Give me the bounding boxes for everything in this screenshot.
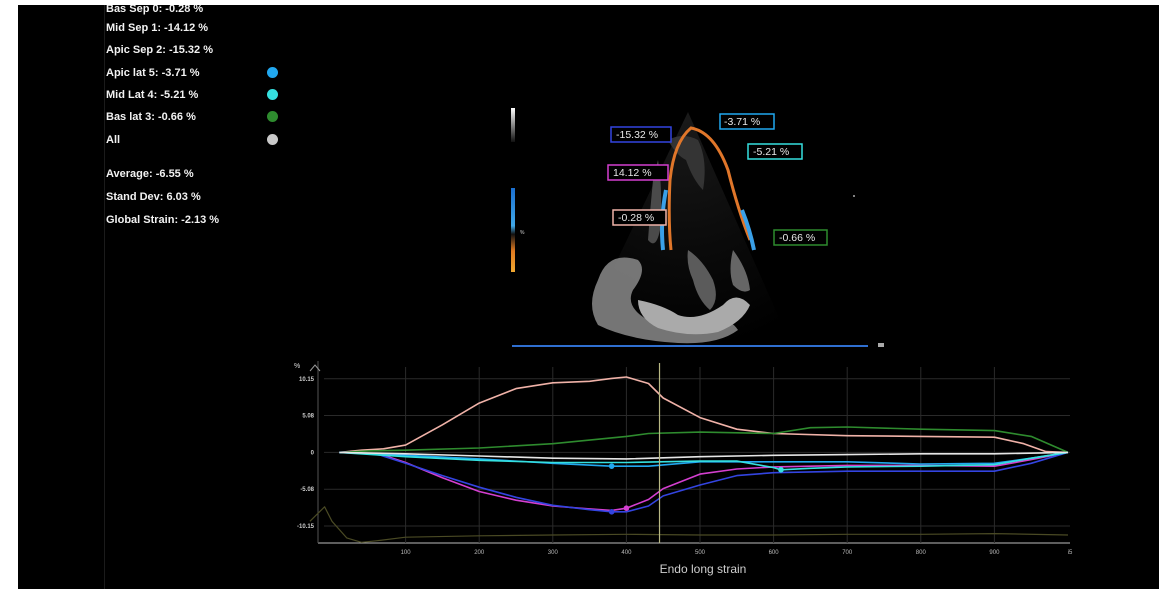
- chevron-up-icon[interactable]: [309, 364, 321, 372]
- x-tick-label: 400: [621, 550, 632, 556]
- svg-text:-5.21 %: -5.21 %: [753, 146, 789, 158]
- segment-row-mid-sep[interactable]: Mid Sep 1: -14.12 %: [106, 19, 296, 37]
- echo-label-bas-lat: -0.66 %: [773, 229, 828, 246]
- x-tick-label: 900: [989, 550, 1000, 556]
- echo-label-bas-sep: -0.28 %: [612, 209, 667, 226]
- lv-contour-upper: [667, 126, 752, 251]
- x-tick-label: 500: [695, 550, 706, 556]
- echo-scale-mark: [878, 343, 884, 347]
- x-tick-label: 800: [916, 550, 927, 556]
- series-line: [309, 506, 1069, 543]
- application-frame: Bas Sep 0: -0.28 % Mid Sep 1: -14.12 % A…: [18, 5, 1159, 589]
- y-tick-label: 10.15: [299, 377, 315, 383]
- x-tick-label: 200: [474, 550, 485, 556]
- series-marker: [608, 463, 615, 469]
- global-strain-stat: Global Strain: -2.13 %: [106, 214, 220, 226]
- series-marker: [623, 505, 630, 511]
- x-tick-label: 100: [401, 550, 412, 556]
- strain-chart: 100 200 300 400 500 600 700 800 900 i5 10.15 5.08 0 -…: [294, 361, 1073, 576]
- stand-dev-stat: Stand Dev: 6.03 %: [106, 191, 201, 203]
- x-tick-label: 600: [769, 550, 780, 556]
- chart-grid: [317, 361, 1070, 544]
- lv-contour-lateral: [740, 209, 756, 251]
- svg-text:-0.66 %: -0.66 %: [779, 232, 815, 244]
- svg-text:-3.71 %: -3.71 %: [724, 116, 760, 128]
- segment-color-dot-icon: [267, 134, 278, 145]
- segment-row-mid-lat[interactable]: Mid Lat 4: -5.21 %: [106, 86, 296, 104]
- series-line: [339, 451, 1069, 471]
- echo-label-mid-lat: -5.21 %: [747, 143, 803, 160]
- x-tick-label: 300: [548, 550, 559, 556]
- svg-text:14.12 %: 14.12 %: [613, 167, 652, 179]
- average-stat: Average: -6.55 %: [106, 168, 194, 180]
- segment-color-dot-icon: [267, 67, 278, 78]
- echo-image: % -15.32 % -3.71 % -5.21 % 14.12 % -0.28…: [511, 108, 884, 350]
- depth-marker: [853, 195, 855, 197]
- series-line: [339, 451, 1069, 460]
- segment-row-all[interactable]: All: [106, 131, 296, 149]
- segment-label: Mid Sep 1: -14.12 %: [106, 22, 209, 34]
- svg-text:-15.32 %: -15.32 %: [616, 129, 658, 141]
- y-tick-label: 0: [311, 450, 315, 456]
- echo-label-apic-lat: -3.71 %: [719, 113, 775, 130]
- y-tick-label: 5.08: [302, 414, 314, 420]
- segment-row-bas-lat[interactable]: Bas lat 3: -0.66 %: [106, 108, 296, 126]
- segment-label: Bas Sep 0: -0.28 %: [106, 5, 204, 15]
- strain-bar-unit: %: [520, 230, 525, 236]
- chart-series: [309, 363, 1069, 543]
- y-tick-label: -5.08: [300, 487, 314, 493]
- chart-markers: [608, 463, 784, 515]
- segment-color-dot-icon: [267, 111, 278, 122]
- left-divider: [104, 5, 105, 589]
- segment-label: Apic Sep 2: -15.32 %: [106, 44, 213, 56]
- y-axis-unit: %: [294, 363, 300, 370]
- strain-color-bar: [511, 188, 515, 272]
- chart-ticks: 100 200 300 400 500 600 700 800 900 i5 10.15 5.08 0 -…: [297, 377, 1073, 556]
- grayscale-bar: [511, 108, 515, 142]
- segment-label: Apic lat 5: -3.71 %: [106, 67, 200, 79]
- y-tick-label: -10.15: [297, 524, 315, 530]
- segment-label: Mid Lat 4: -5.21 %: [106, 89, 199, 101]
- series-line: [339, 376, 1069, 454]
- x-axis-title: Endo long strain: [660, 562, 747, 576]
- series-marker: [778, 466, 784, 473]
- series-line: [339, 426, 1069, 454]
- segment-row-apic-sep[interactable]: Apic Sep 2: -15.32 %: [106, 41, 296, 59]
- svg-text:-0.28 %: -0.28 %: [618, 212, 654, 224]
- echo-label-apic-sep: -15.32 %: [610, 126, 672, 143]
- x-tick-label: 700: [842, 550, 853, 556]
- segment-color-dot-icon: [267, 89, 278, 100]
- echo-label-mid-sep: 14.12 %: [607, 164, 669, 181]
- segment-label: Bas lat 3: -0.66 %: [106, 111, 196, 123]
- segment-label: All: [106, 134, 121, 146]
- x-tick-label: i5: [1068, 550, 1073, 556]
- series-line: [339, 451, 1069, 513]
- segment-row-bas-sep[interactable]: Bas Sep 0: -0.28 %: [106, 5, 296, 18]
- segment-row-apic-lat[interactable]: Apic lat 5: -3.71 %: [106, 64, 296, 82]
- series-marker: [608, 509, 615, 515]
